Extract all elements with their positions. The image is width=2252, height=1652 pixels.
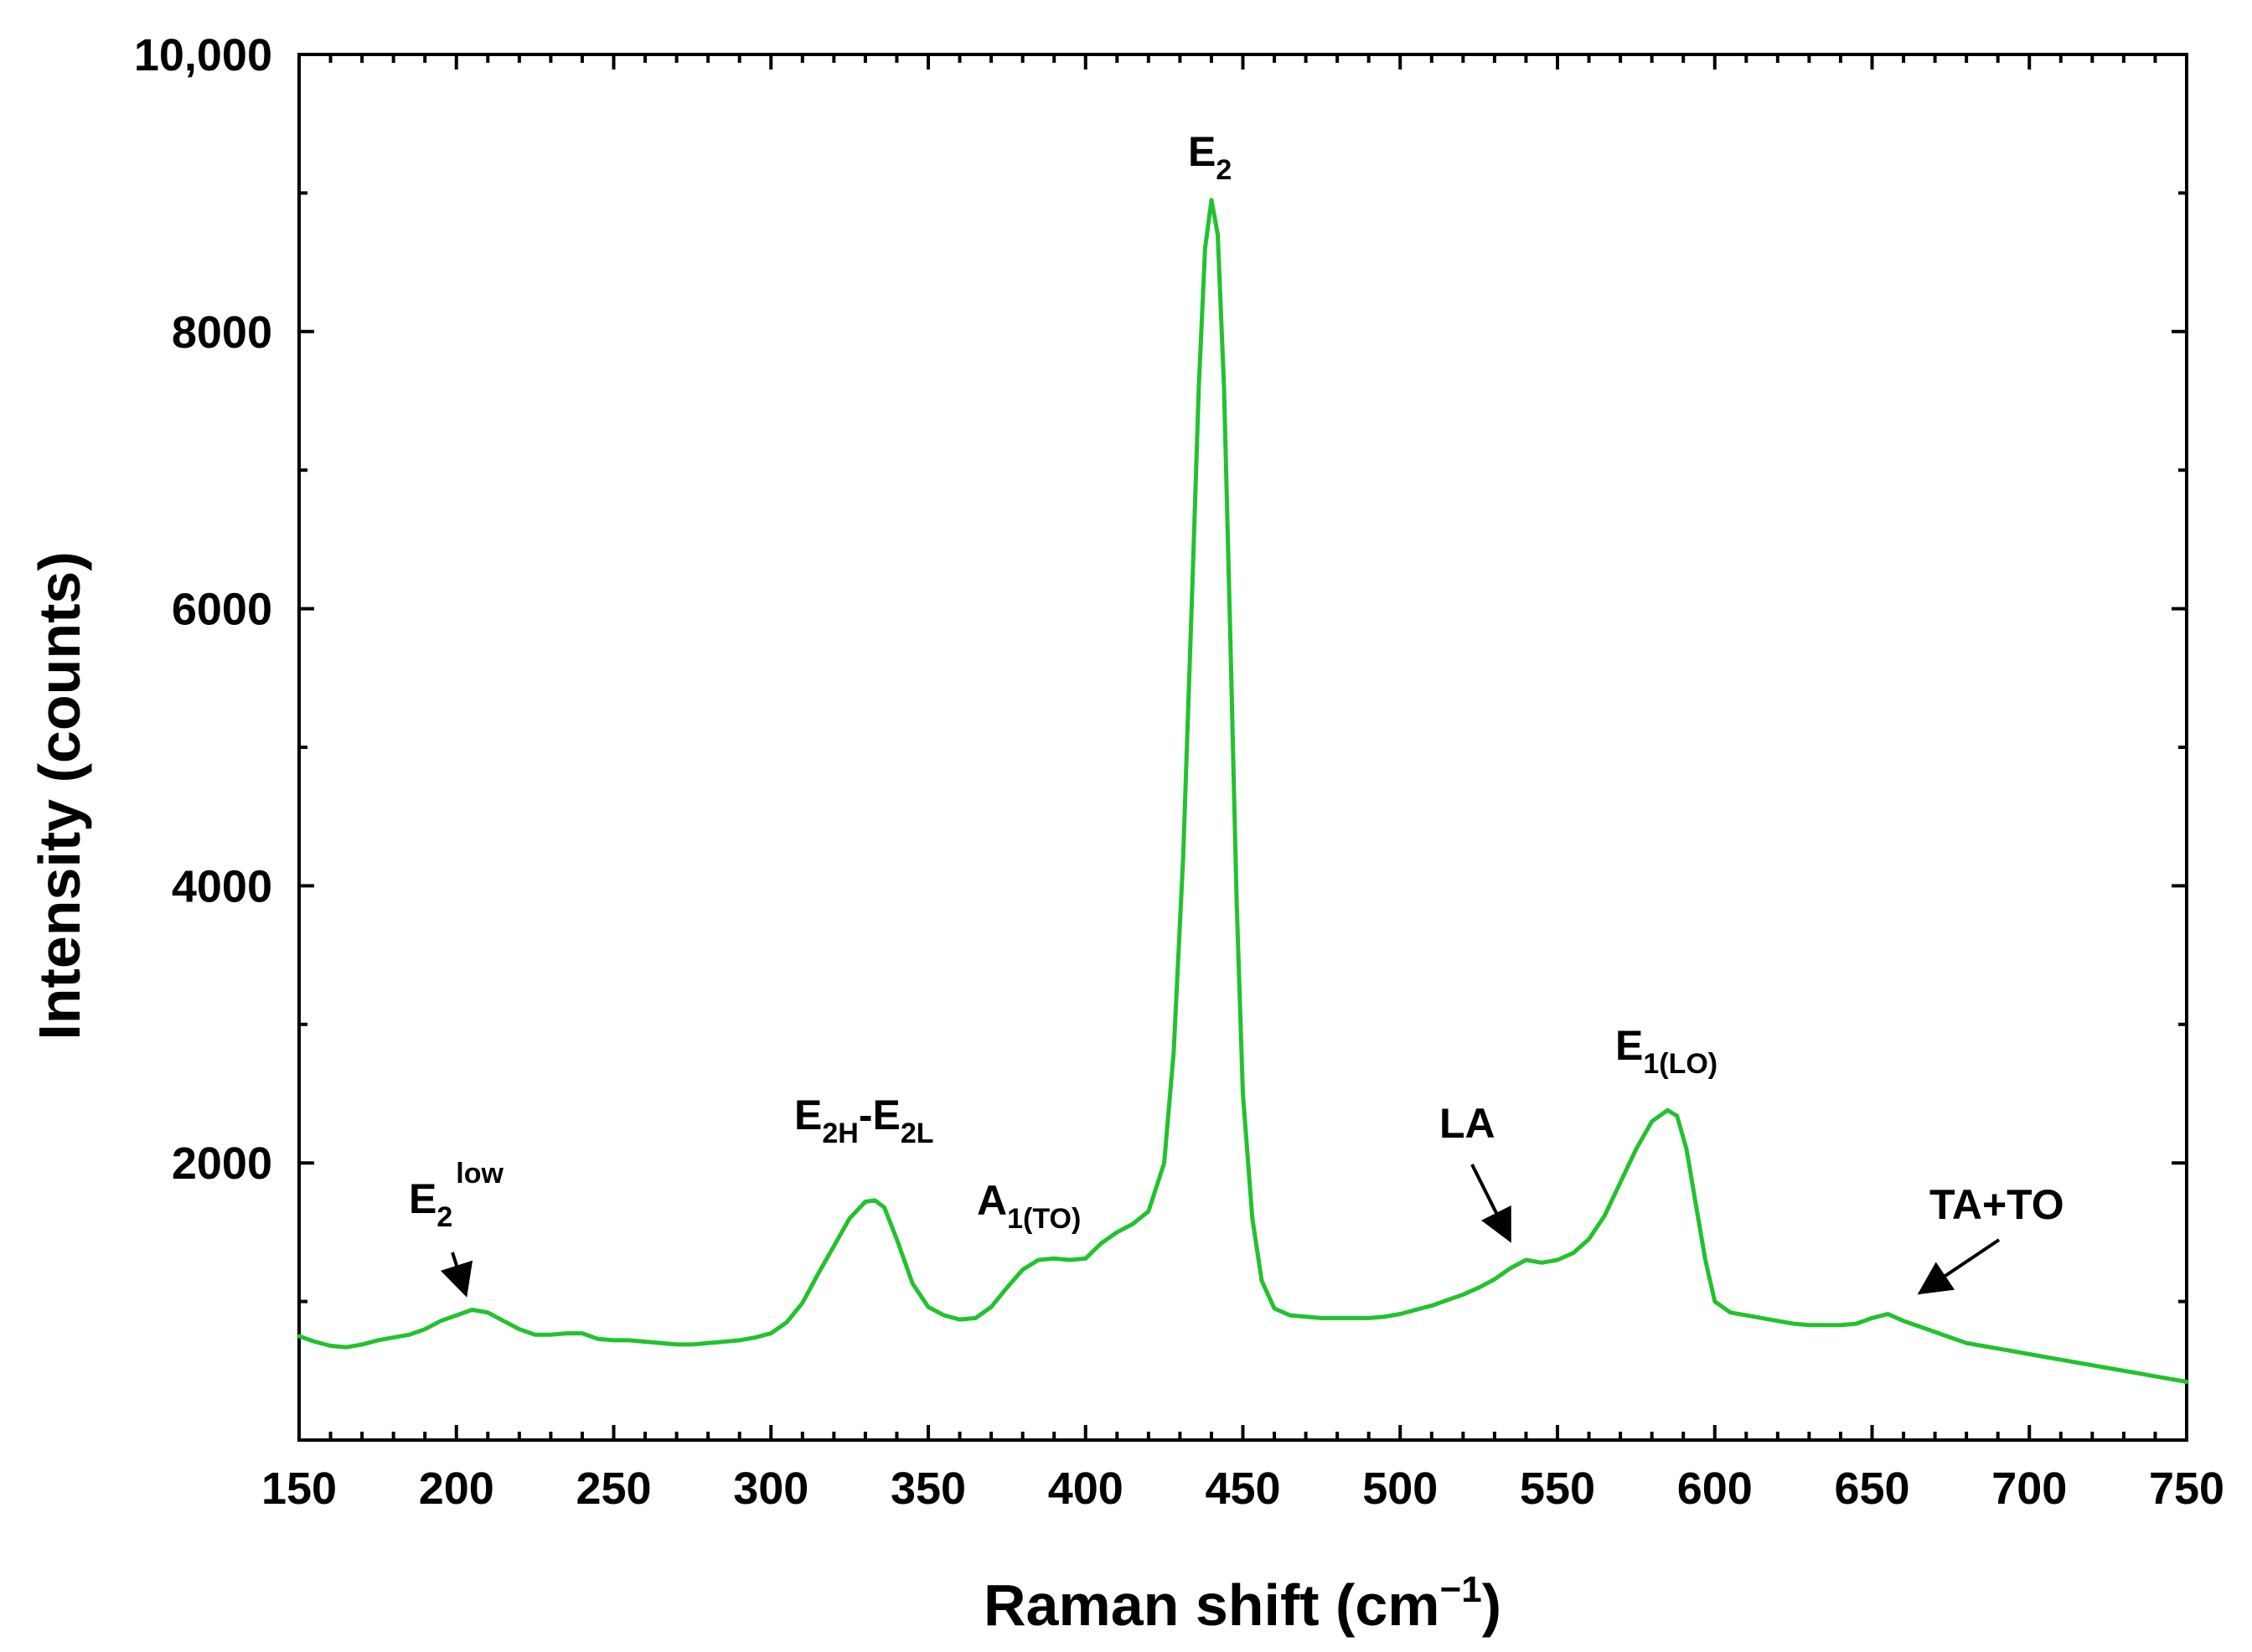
annotation-ta-to: TA+TO <box>1917 1181 2064 1295</box>
x-tick-label: 250 <box>576 1464 651 1514</box>
y-tick-label: 4000 <box>172 861 272 911</box>
svg-text:E2H-E2L: E2H-E2L <box>794 1092 934 1149</box>
x-tick-label: 400 <box>1048 1464 1123 1514</box>
svg-text:E2low: E2low <box>409 1158 504 1233</box>
y-tick-label: 8000 <box>172 307 272 358</box>
x-tick-label: 200 <box>419 1464 494 1514</box>
svg-text:E2: E2 <box>1188 128 1232 186</box>
annotation-e2h-sub: 2H <box>822 1118 858 1149</box>
annotation-la: LA <box>1439 1100 1511 1243</box>
plot-frame <box>297 53 2188 1442</box>
x-axis-title-main: Raman shift (cm <box>984 1572 1440 1638</box>
annotation-e2: E2 <box>1188 128 1232 186</box>
annotation-e2-main: E <box>1188 128 1216 175</box>
x-axis-title: Raman shift (cm−1) <box>984 1569 1501 1638</box>
y-tick-labels: 2000 4000 6000 8000 10,000 <box>134 30 272 1189</box>
x-tick-label: 450 <box>1205 1464 1280 1514</box>
annotation-e2l-main: -E <box>859 1092 901 1138</box>
annotation-e1-lo: E1(LO) <box>1615 1022 1717 1080</box>
x-axis-title-close: ) <box>1482 1572 1501 1638</box>
x-tick-label: 550 <box>1520 1464 1595 1514</box>
annotation-e1-sub: 1(LO) <box>1643 1048 1717 1080</box>
annotation-e1-main: E <box>1615 1022 1643 1069</box>
series-line <box>297 198 2189 1384</box>
annotation-e2-low-main: E <box>409 1175 436 1222</box>
x-tick-label: 700 <box>1991 1464 2067 1514</box>
x-tick-label: 600 <box>1677 1464 1753 1514</box>
x-tick-label: 300 <box>733 1464 808 1514</box>
annotation-e2h-e2l: E2H-E2L <box>794 1092 934 1149</box>
x-tick-labels: 150 200 250 300 350 400 450 500 550 600 650 700 750 <box>261 1464 2224 1514</box>
annotation-e2-low-sup: low <box>456 1158 504 1190</box>
y-tick-label: 2000 <box>172 1138 272 1189</box>
arrow-e2-low <box>440 1252 473 1298</box>
annotation-e2l-sub: 2L <box>901 1118 934 1149</box>
annotation-e2h-main: E <box>794 1092 822 1138</box>
svg-text:E1(LO): E1(LO) <box>1615 1022 1717 1080</box>
x-axis-title-sup: −1 <box>1440 1569 1482 1610</box>
y-tick-label: 6000 <box>172 585 272 635</box>
series-group <box>297 198 2189 1384</box>
x-tick-label: 650 <box>1834 1464 1909 1514</box>
x-tick-label: 500 <box>1362 1464 1438 1514</box>
arrow-ta-to <box>1917 1238 2001 1295</box>
annotation-ta-to-label: TA+TO <box>1929 1181 2064 1228</box>
annotation-e2-low: E2low <box>409 1158 504 1298</box>
annotation-a1-to: A1(TO) <box>977 1177 1081 1235</box>
x-tick-label: 350 <box>891 1464 966 1514</box>
annotation-a1-main: A <box>977 1177 1007 1224</box>
annotation-a1-sub: 1(TO) <box>1007 1203 1081 1235</box>
axis-ticks <box>297 53 2188 1440</box>
arrow-la <box>1470 1164 1511 1243</box>
x-tick-label: 150 <box>261 1464 337 1514</box>
svg-text:A1(TO): A1(TO) <box>977 1177 1081 1235</box>
annotation-e2-low-sub: 2 <box>436 1201 452 1233</box>
y-axis-title: Intensity (counts) <box>27 551 92 1040</box>
annotation-la-label: LA <box>1439 1100 1495 1147</box>
annotation-e2-sub: 2 <box>1216 154 1232 186</box>
y-tick-label: 10,000 <box>134 30 272 80</box>
x-tick-label: 750 <box>2149 1464 2224 1514</box>
